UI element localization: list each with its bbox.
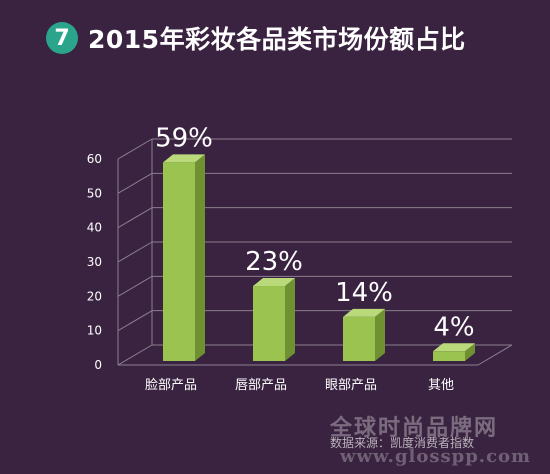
y-tick-label: 10 bbox=[87, 324, 102, 338]
bar bbox=[433, 351, 465, 361]
bar bbox=[163, 162, 195, 361]
bar-side bbox=[465, 343, 475, 361]
y-tick-label: 50 bbox=[87, 186, 102, 200]
chart-title: 2015年彩妆各品类市场份额占比 bbox=[88, 25, 466, 54]
y-tick-label: 30 bbox=[87, 255, 102, 269]
data-label: 14% bbox=[335, 278, 393, 308]
bar-side bbox=[195, 154, 205, 361]
y-tick-label: 20 bbox=[87, 289, 102, 303]
bar-top bbox=[433, 343, 475, 352]
bar-side bbox=[285, 278, 295, 361]
y-tick-label: 40 bbox=[87, 221, 102, 235]
bar bbox=[343, 316, 375, 361]
bar-side bbox=[375, 308, 385, 361]
x-tick-label: 眼部产品 bbox=[325, 378, 377, 393]
data-label: 23% bbox=[245, 247, 303, 277]
grid-diagonal bbox=[117, 275, 153, 297]
data-label: 59% bbox=[155, 123, 213, 153]
watermark: 全球时尚品牌网 bbox=[330, 415, 499, 441]
grid-diagonal bbox=[117, 172, 153, 194]
bar-top bbox=[343, 308, 385, 317]
x-tick-label: 其他 bbox=[428, 378, 454, 393]
bar-top bbox=[163, 154, 205, 163]
y-tick-label: 60 bbox=[87, 152, 102, 166]
grid-diagonal bbox=[117, 207, 153, 229]
grid-diagonal bbox=[117, 344, 153, 366]
data-label: 4% bbox=[433, 312, 474, 342]
bar-top bbox=[253, 278, 295, 287]
y-tick-label: 0 bbox=[94, 358, 102, 372]
watermark-url: www.glosspp.com bbox=[340, 446, 532, 467]
grid-diagonal bbox=[117, 138, 153, 160]
data-source: 数据来源：凯度消费者指数 bbox=[330, 436, 475, 450]
grid-diagonal bbox=[117, 241, 153, 263]
grid-diagonal bbox=[117, 310, 153, 332]
bar bbox=[253, 286, 285, 361]
floor-edge bbox=[477, 344, 513, 366]
x-tick-label: 脸部产品 bbox=[145, 378, 197, 393]
x-tick-label: 唇部产品 bbox=[235, 378, 287, 393]
number-badge: 7 bbox=[46, 22, 78, 54]
title-row: 7 2015年彩妆各品类市场份额占比 bbox=[46, 18, 466, 58]
